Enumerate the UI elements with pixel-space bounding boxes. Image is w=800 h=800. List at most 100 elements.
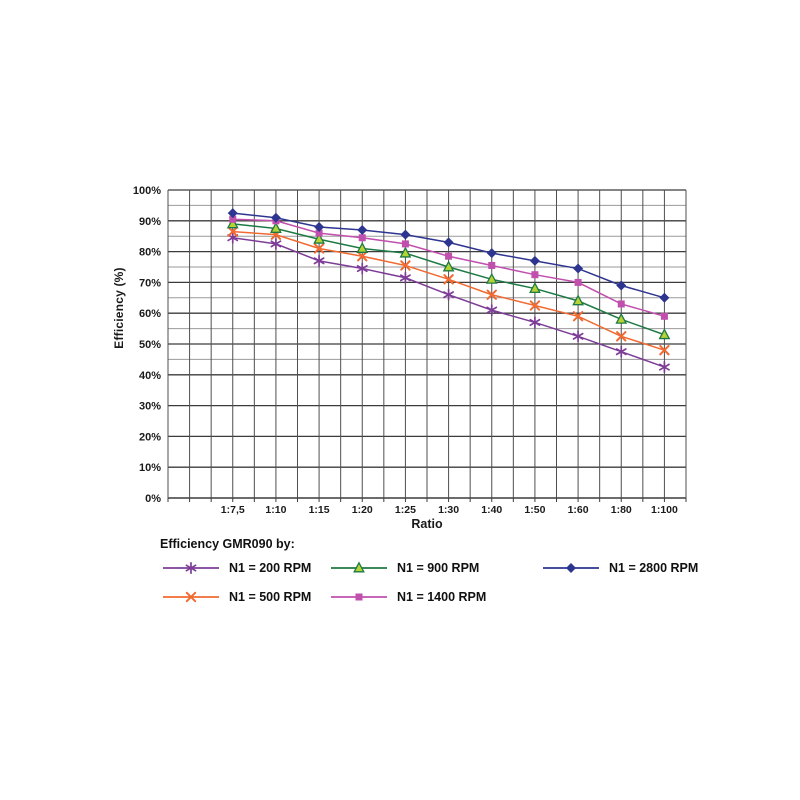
series-marker-triangle-icon — [529, 281, 541, 294]
series-marker-square-icon — [401, 240, 409, 248]
series-marker-diamond-icon — [529, 255, 540, 266]
series-marker-x-icon — [529, 300, 541, 311]
legend-marker-glyph — [353, 561, 365, 573]
series-marker-diamond-icon — [227, 208, 238, 219]
series-marker-triangle-icon — [615, 312, 628, 324]
x-tick-label: 1:20 — [352, 504, 373, 516]
x-tick-label: 1:10 — [265, 504, 286, 516]
series-marker-asterisk-icon — [356, 262, 368, 275]
series-marker-asterisk-icon — [270, 237, 282, 250]
series-marker-diamond-icon — [270, 212, 281, 223]
series-marker-x-icon — [616, 331, 627, 342]
series-marker-x-icon — [572, 311, 584, 322]
y-tick-label: 10% — [139, 462, 161, 474]
series-marker-triangle-icon — [658, 328, 671, 340]
series-marker-triangle-icon — [270, 221, 282, 233]
legend-label: N1 = 900 RPM — [397, 561, 480, 575]
legend-label: N1 = 200 RPM — [229, 561, 312, 575]
series-marker-square-icon — [445, 252, 453, 260]
y-tick-label: 20% — [139, 431, 161, 443]
x-tick-label: 1:25 — [395, 504, 416, 516]
series-n1-900-rpm — [226, 217, 671, 340]
series-marker-asterisk-icon — [615, 345, 627, 358]
series-marker-triangle-icon — [356, 241, 369, 253]
legend-marker-glyph — [185, 591, 197, 603]
series-marker-x-icon — [400, 260, 411, 271]
series-marker-asterisk-icon — [658, 361, 670, 374]
chart-legend: N1 = 200 RPM N1 = 500 RPM N1 = 900 RPM N1 =… — [162, 560, 698, 605]
series-marker-triangle-icon — [313, 232, 325, 244]
legend-label: N1 = 1400 RPM — [397, 590, 487, 604]
x-tick-label: 1:60 — [568, 504, 589, 516]
series-marker-asterisk-icon — [529, 316, 541, 329]
series-marker-asterisk-icon — [399, 271, 411, 284]
y-tick-label: 80% — [139, 247, 161, 259]
x-tick-label: 1:7,5 — [221, 504, 245, 516]
series-marker-square-icon — [315, 229, 323, 237]
series-marker-x-icon — [313, 243, 325, 254]
y-tick-label: 90% — [139, 216, 161, 228]
series-marker-square-icon — [531, 271, 539, 279]
legend-marker-glyph — [185, 561, 197, 575]
x-tick-label: 1:100 — [651, 504, 678, 516]
series-marker-asterisk-icon — [486, 304, 498, 317]
legend-item-n1-500-rpm: N1 = 500 RPM — [162, 589, 330, 605]
series-marker-triangle-icon — [485, 272, 498, 284]
y-tick-label: 0% — [145, 493, 161, 505]
series-marker-triangle-icon — [226, 217, 239, 229]
y-axis-title: Efficiency (%) — [112, 267, 126, 349]
series-marker-asterisk-icon — [443, 288, 455, 301]
legend-marker-triangle-icon — [331, 561, 387, 573]
x-axis-title: Ratio — [411, 517, 443, 531]
series-marker-asterisk-icon — [572, 330, 584, 343]
x-tick-label: 1:40 — [481, 504, 502, 516]
legend-marker-glyph — [355, 593, 363, 601]
series-marker-square-icon — [660, 312, 668, 320]
y-tick-label: 60% — [139, 308, 161, 320]
legend-title: Efficiency GMR090 by: — [160, 537, 295, 551]
series-n1-2800-rpm — [227, 208, 670, 303]
y-tick-label: 50% — [139, 339, 161, 351]
x-tick-label: 1:80 — [611, 504, 632, 516]
y-tick-label: 100% — [133, 185, 161, 197]
series-marker-diamond-icon — [616, 280, 627, 291]
series-marker-diamond-icon — [486, 248, 497, 259]
series-marker-x-icon — [227, 226, 238, 237]
x-tick-label: 1:30 — [438, 504, 459, 516]
series-marker-square-icon — [574, 278, 582, 286]
legend-marker-square-icon — [331, 593, 387, 601]
series-marker-square-icon — [617, 300, 625, 308]
series-marker-triangle-icon — [399, 246, 412, 258]
series-marker-diamond-icon — [659, 292, 670, 303]
series-marker-x-icon — [486, 289, 497, 300]
legend-label: N1 = 2800 RPM — [609, 561, 699, 575]
series-marker-diamond-icon — [573, 263, 584, 274]
series-marker-triangle-icon — [572, 294, 584, 306]
legend-item-n1-900-rpm: N1 = 900 RPM — [330, 560, 542, 576]
series-marker-square-icon — [229, 215, 237, 223]
series-marker-square-icon — [358, 234, 366, 242]
legend-item-n1-200-rpm: N1 = 200 RPM — [162, 560, 330, 576]
y-tick-label: 30% — [139, 401, 161, 413]
legend-marker-x-icon — [163, 591, 219, 603]
series-marker-diamond-icon — [443, 237, 454, 248]
legend-item-n1-2800-rpm: N1 = 2800 RPM — [542, 560, 698, 576]
series-marker-square-icon — [488, 261, 496, 269]
series-marker-diamond-icon — [400, 229, 411, 240]
series-n1-500-rpm — [227, 226, 670, 356]
series-marker-diamond-icon — [357, 225, 368, 236]
legend-item-n1-1400-rpm: N1 = 1400 RPM — [330, 589, 542, 605]
legend-marker-glyph — [566, 563, 576, 573]
series-marker-triangle-icon — [442, 260, 455, 272]
x-tick-label: 1:50 — [524, 504, 545, 516]
legend-marker-asterisk-icon — [163, 561, 219, 575]
y-tick-label: 70% — [139, 277, 161, 289]
x-tick-label: 1:15 — [309, 504, 330, 516]
legend-label: N1 = 500 RPM — [229, 590, 312, 604]
series-marker-asterisk-icon — [313, 254, 325, 267]
series-marker-x-icon — [659, 344, 670, 356]
y-tick-label: 40% — [139, 370, 161, 382]
series-n1-200-rpm — [227, 231, 670, 374]
